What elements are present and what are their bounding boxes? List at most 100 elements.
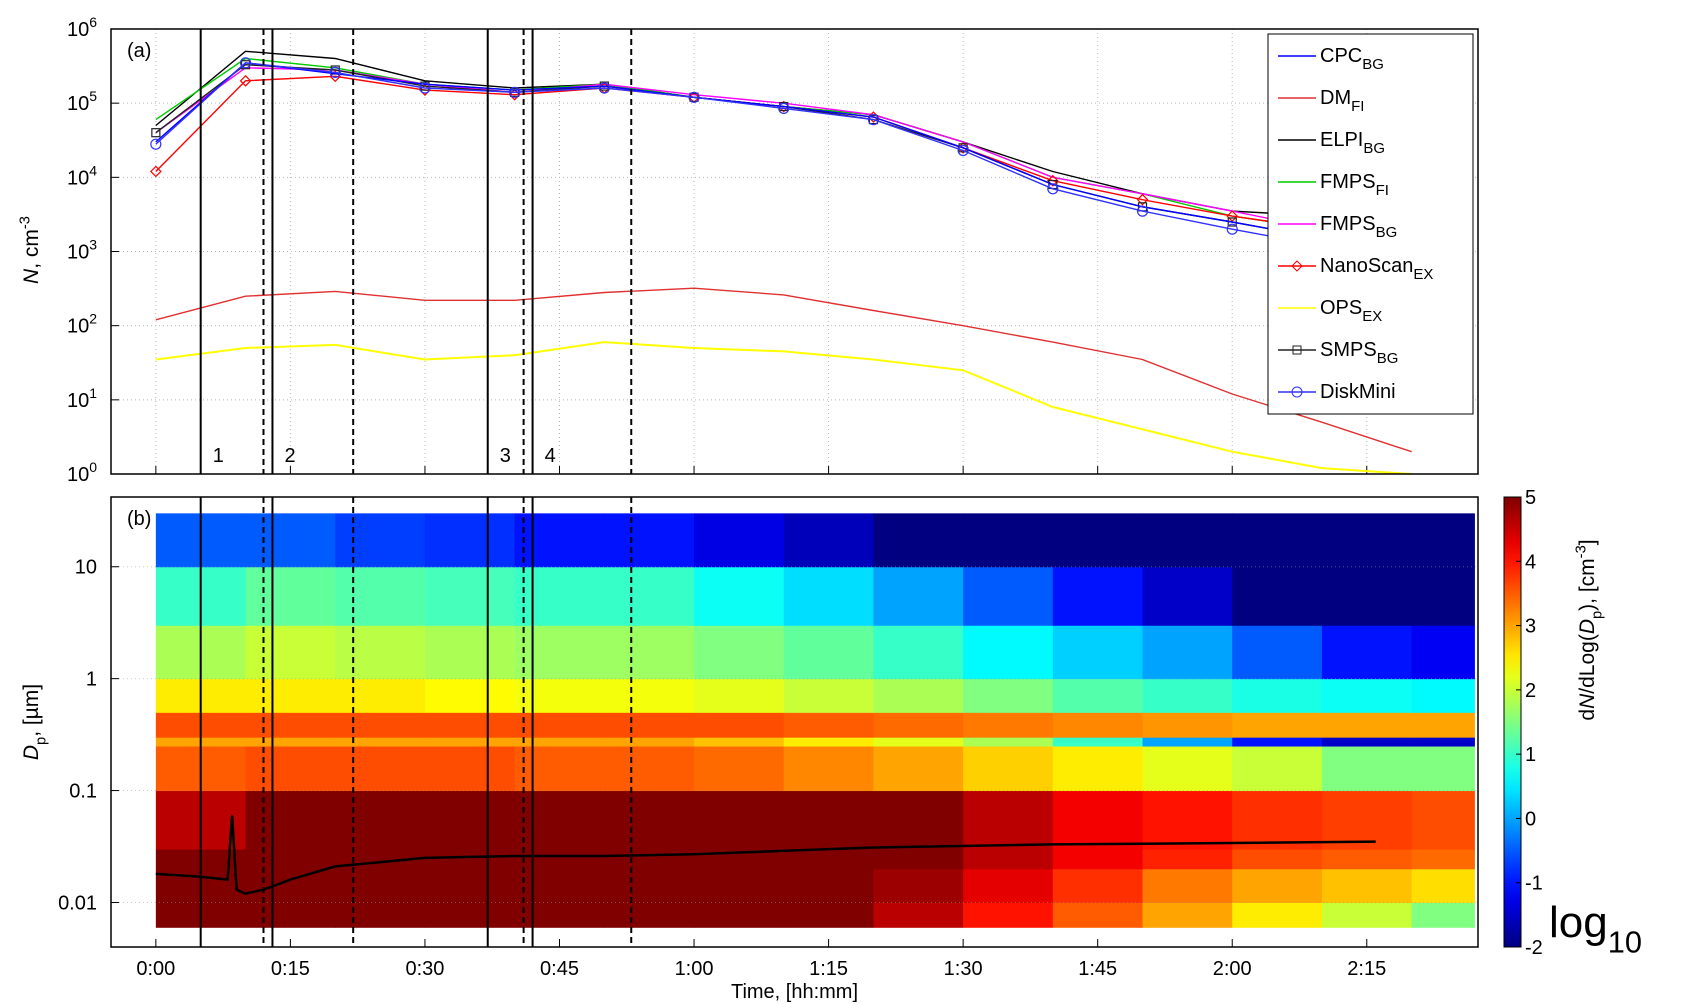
x-tick-label: 0:15 — [271, 958, 310, 980]
heatmap-cell — [1411, 678, 1475, 713]
y-tick-label: 0.01 — [58, 892, 97, 914]
y-tick-base: 10 — [67, 167, 89, 189]
series-line — [155, 62, 1412, 253]
heatmap-cell — [873, 566, 964, 626]
marker — [509, 86, 521, 98]
colorbar-tick-label: 5 — [1525, 487, 1536, 509]
heatmap-cell — [335, 902, 426, 928]
heatmap-cell — [1052, 849, 1144, 870]
heatmap-cell — [514, 868, 605, 903]
heatmap-cell — [245, 746, 336, 792]
marker — [239, 57, 252, 69]
colorbar-tick-label: -1 — [1525, 873, 1543, 895]
legend-name: OPS — [1320, 297, 1362, 319]
y-tick-base: 10 — [67, 93, 89, 115]
heatmap-cell — [873, 513, 964, 568]
heatmap-cell — [1321, 566, 1413, 626]
heatmap-cell — [1232, 513, 1323, 568]
colorbar-unit: log10 — [1549, 898, 1642, 959]
heatmap-cell — [963, 849, 1054, 870]
heatmap-cell — [873, 712, 964, 738]
marker — [239, 74, 252, 87]
heatmap-cell — [514, 746, 605, 792]
y-tick-exponent: 5 — [89, 88, 97, 104]
heatmap-cell — [963, 566, 1054, 626]
heatmap-cell — [873, 902, 964, 928]
heatmap-cell — [1142, 737, 1233, 747]
heatmap-cell — [1411, 566, 1475, 626]
marker — [329, 66, 341, 78]
x-tick-label: 0:00 — [136, 958, 175, 980]
heatmap-cell — [514, 625, 605, 680]
heatmap-cell — [424, 566, 516, 626]
heatmap-cell — [1052, 625, 1144, 680]
marker — [1046, 174, 1059, 187]
label-part: log — [1549, 898, 1608, 947]
x-axis-label: Time, [hh:mm] — [731, 981, 858, 1003]
x-tick-label: 1:00 — [675, 958, 714, 980]
heatmap-cell — [1052, 790, 1144, 850]
legend-name-sub: BG — [1377, 350, 1399, 367]
heatmap-cell — [1142, 566, 1233, 626]
heatmap-cell — [1411, 902, 1475, 928]
heatmap-cell — [1142, 849, 1233, 870]
heatmap-cell — [1232, 746, 1323, 792]
panel-label: (b) — [127, 508, 151, 530]
heatmap-cell — [1411, 849, 1475, 870]
marker — [1136, 193, 1149, 206]
heatmap-cell — [1232, 737, 1323, 747]
legend-label: FMPSBG — [1320, 213, 1397, 241]
heatmap-cell — [694, 746, 785, 792]
y-tick-label: 10 — [75, 557, 97, 579]
heatmap-cell — [1142, 790, 1233, 850]
label-part: -3 — [1574, 545, 1590, 558]
legend-name: DM — [1320, 87, 1351, 109]
x-tick-label: 1:30 — [944, 958, 983, 980]
heatmap-cell — [963, 790, 1054, 850]
heatmap-cell — [424, 625, 516, 680]
heatmap-cell — [245, 790, 336, 850]
y-tick-exponent: 2 — [89, 311, 97, 327]
heatmap-cell — [514, 849, 605, 870]
heatmap-cell — [424, 513, 516, 568]
legend-name: DiskMini — [1320, 381, 1396, 403]
heatmap-cell — [514, 902, 605, 928]
heatmap-cell — [424, 678, 516, 713]
event-label: 2 — [284, 445, 295, 467]
heatmap-cell — [335, 625, 426, 680]
heatmap-cell — [694, 678, 785, 713]
legend-name-sub: BG — [1363, 140, 1385, 157]
legend-label: ELPIBG — [1320, 129, 1385, 157]
legend-label: DiskMini — [1320, 381, 1396, 403]
legend-label: DMFI — [1320, 87, 1364, 115]
series-line — [155, 341, 1412, 475]
heatmap-cell — [873, 849, 964, 870]
heatmap-cell — [1411, 737, 1475, 747]
heatmap-cell — [335, 746, 426, 792]
heatmap-cell — [1142, 868, 1233, 903]
legend-marker — [1292, 345, 1302, 355]
colorbar-tick-label: -2 — [1525, 937, 1543, 959]
colorbar — [1503, 496, 1522, 948]
heatmap-cell — [694, 712, 785, 738]
y-tick-label: 102 — [67, 311, 97, 338]
event-label: 4 — [545, 445, 556, 467]
marker — [150, 138, 162, 150]
heatmap-cell — [514, 678, 605, 713]
heatmap-cell — [873, 678, 964, 713]
heatmap-cell — [963, 746, 1054, 792]
heatmap-cell — [694, 625, 785, 680]
heatmap-cell — [1321, 737, 1413, 747]
heatmap-cell — [694, 566, 785, 626]
colorbar-tick-label: 1 — [1525, 744, 1536, 766]
legend-label: NanoScanEX — [1320, 255, 1433, 283]
legend-name: NanoScan — [1320, 255, 1413, 277]
heatmap-cell — [694, 513, 785, 568]
series-line — [155, 287, 1412, 453]
heatmap-cell — [873, 790, 964, 850]
heatmap-cell — [245, 678, 336, 713]
y-tick-exponent: 0 — [89, 459, 97, 475]
heatmap-cell — [694, 737, 785, 747]
marker — [867, 114, 880, 126]
